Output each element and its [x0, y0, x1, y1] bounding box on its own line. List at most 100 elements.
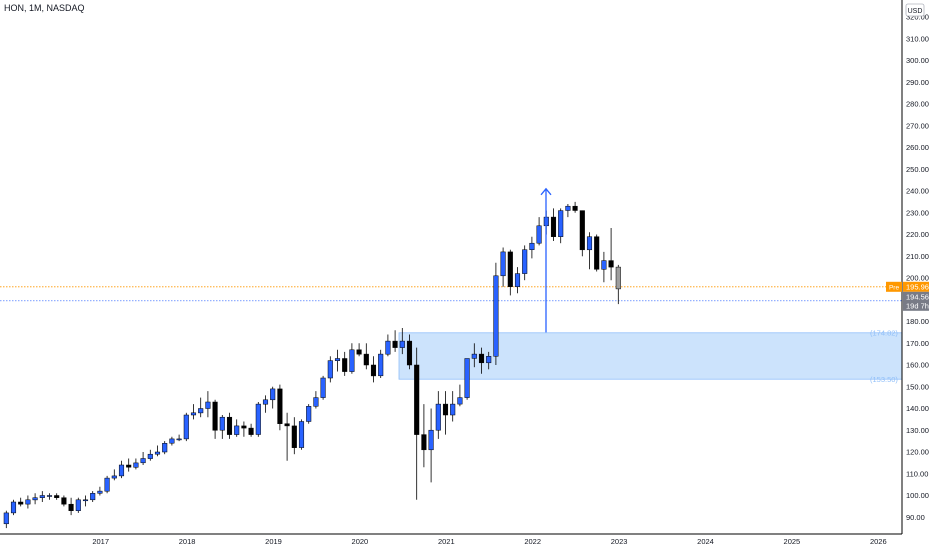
candle-body	[471, 353, 477, 359]
candle-body	[493, 275, 499, 357]
candle[interactable]	[104, 475, 110, 494]
candle[interactable]	[126, 458, 132, 472]
candle[interactable]	[550, 208, 557, 241]
candle[interactable]	[147, 449, 153, 461]
candle[interactable]	[493, 262, 499, 365]
candle[interactable]	[118, 460, 125, 479]
candle[interactable]	[414, 347, 420, 500]
candle[interactable]	[212, 399, 218, 439]
candle[interactable]	[176, 434, 182, 442]
currency-box[interactable]: USD	[905, 3, 925, 17]
time-tick-label: 2025	[784, 537, 801, 546]
candle[interactable]	[334, 349, 341, 372]
candle[interactable]	[450, 391, 456, 422]
candle[interactable]	[248, 423, 254, 437]
candle[interactable]	[205, 391, 211, 418]
candle[interactable]	[111, 469, 117, 481]
candle[interactable]	[579, 210, 585, 257]
candle[interactable]	[18, 497, 24, 507]
candle[interactable]	[82, 495, 89, 507]
candle[interactable]	[572, 201, 578, 213]
candle[interactable]	[219, 415, 225, 439]
candle[interactable]	[608, 228, 614, 281]
candle-body	[601, 260, 607, 270]
candle[interactable]	[198, 397, 204, 418]
candle[interactable]	[75, 497, 81, 513]
candle[interactable]	[169, 436, 175, 446]
candle[interactable]	[342, 351, 348, 376]
candle[interactable]	[399, 328, 405, 355]
candle[interactable]	[54, 493, 60, 500]
candle[interactable]	[61, 495, 67, 507]
candle[interactable]	[162, 441, 168, 455]
candle[interactable]	[270, 386, 276, 409]
candle[interactable]	[349, 343, 355, 374]
candle[interactable]	[428, 408, 434, 483]
candle[interactable]	[514, 267, 521, 294]
candle[interactable]	[370, 356, 377, 383]
candle[interactable]	[298, 419, 305, 450]
candle[interactable]	[284, 412, 290, 461]
candle[interactable]	[457, 384, 463, 407]
candle[interactable]	[594, 234, 600, 272]
candle[interactable]	[3, 510, 9, 529]
candle[interactable]	[320, 375, 326, 400]
price-tick-label: 290.00	[906, 78, 929, 87]
candle[interactable]	[306, 404, 312, 424]
candle[interactable]	[190, 404, 197, 420]
candle[interactable]	[255, 402, 261, 437]
candle[interactable]	[133, 458, 139, 470]
candle[interactable]	[486, 351, 492, 370]
candle[interactable]	[313, 391, 319, 409]
candle[interactable]	[601, 251, 607, 283]
candle[interactable]	[363, 343, 369, 370]
candle[interactable]	[615, 264, 621, 305]
candle[interactable]	[507, 249, 513, 296]
candle[interactable]	[529, 236, 535, 259]
candle[interactable]	[327, 356, 333, 383]
candle[interactable]	[277, 384, 283, 431]
candle[interactable]	[385, 334, 391, 357]
candle[interactable]	[586, 232, 593, 270]
candle[interactable]	[356, 343, 362, 357]
candle[interactable]	[421, 404, 427, 468]
candle[interactable]	[90, 491, 96, 502]
candle-body	[241, 425, 247, 429]
candle[interactable]	[140, 452, 146, 465]
candle[interactable]	[464, 358, 470, 400]
candle[interactable]	[154, 445, 161, 457]
candle[interactable]	[558, 208, 564, 244]
candle[interactable]	[25, 495, 31, 509]
pre-market-tag[interactable]: Pre 195.96	[886, 281, 929, 292]
candle[interactable]	[234, 419, 240, 437]
candle[interactable]	[392, 330, 398, 352]
candle[interactable]	[406, 334, 413, 370]
candle[interactable]	[39, 491, 45, 502]
candle[interactable]	[565, 204, 571, 218]
candle[interactable]	[241, 421, 247, 437]
candle[interactable]	[68, 497, 74, 516]
candle[interactable]	[378, 349, 384, 378]
price-tick-label: 270.00	[906, 121, 929, 130]
candle-body	[46, 495, 53, 497]
candle[interactable]	[522, 245, 528, 281]
candle[interactable]	[536, 217, 542, 246]
candle[interactable]	[226, 412, 233, 439]
candle[interactable]	[291, 417, 297, 455]
time-tick-label: 2021	[438, 537, 455, 546]
candle[interactable]	[262, 395, 269, 413]
candle[interactable]	[46, 493, 53, 500]
zone-top-label: (174.82)	[870, 329, 898, 338]
candle[interactable]	[471, 343, 477, 368]
candle[interactable]	[442, 391, 449, 435]
candle[interactable]	[32, 493, 38, 505]
candle[interactable]	[97, 486, 103, 496]
candle[interactable]	[183, 412, 189, 442]
target-arrow	[540, 187, 552, 333]
candle[interactable]	[435, 391, 441, 439]
candle[interactable]	[10, 499, 17, 516]
candle[interactable]	[478, 347, 485, 374]
candle[interactable]	[500, 247, 506, 287]
